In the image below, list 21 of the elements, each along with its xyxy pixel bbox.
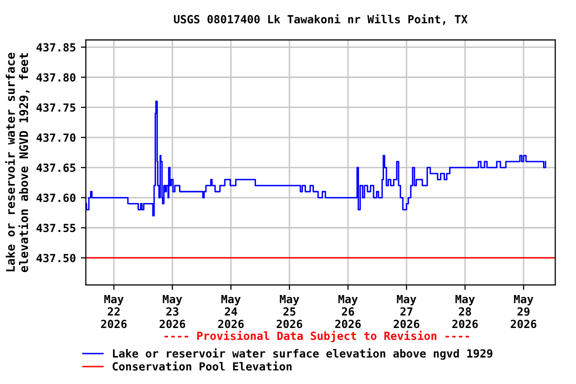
y-tick-label: 437.65 <box>36 164 76 172</box>
text: ---- Provisional Data Subject to Revision ---- <box>164 330 470 342</box>
chart-title: USGS 08017400 Lk Tawakoni nr Wills Point, TX <box>174 14 468 25</box>
y-tick-label: 437.70 <box>36 133 76 142</box>
x-tick-label: May 26 2026 <box>335 294 361 328</box>
y-axis-title: Lake or reservoir water surface elevation above NGVD 1929, feet <box>5 52 30 272</box>
x-tick-label: May 24 2026 <box>218 294 244 328</box>
x-tick-label: May 22 2026 <box>101 294 127 328</box>
legend-label: Lake or reservoir water surface elevation above ngvd 1929 <box>113 348 492 360</box>
x-tick-label: May 23 2026 <box>160 294 186 328</box>
y-tick-label: 437.75 <box>36 103 76 112</box>
y-tick-label: 437.60 <box>36 194 76 202</box>
y-tick-label: 437.80 <box>36 73 76 82</box>
y-tick-label: 437.55 <box>36 224 76 232</box>
x-tick-label: May 29 2026 <box>510 294 536 328</box>
x-tick-label: May 25 2026 <box>276 294 302 328</box>
x-tick-label: May 28 2026 <box>452 294 478 328</box>
x-tick-label: May 27 2026 <box>394 294 420 328</box>
y-tick-label: 437.85 <box>36 43 76 52</box>
legend-label: Conservation Pool Elevation <box>112 361 292 371</box>
y-tick-label: 437.50 <box>36 254 76 262</box>
